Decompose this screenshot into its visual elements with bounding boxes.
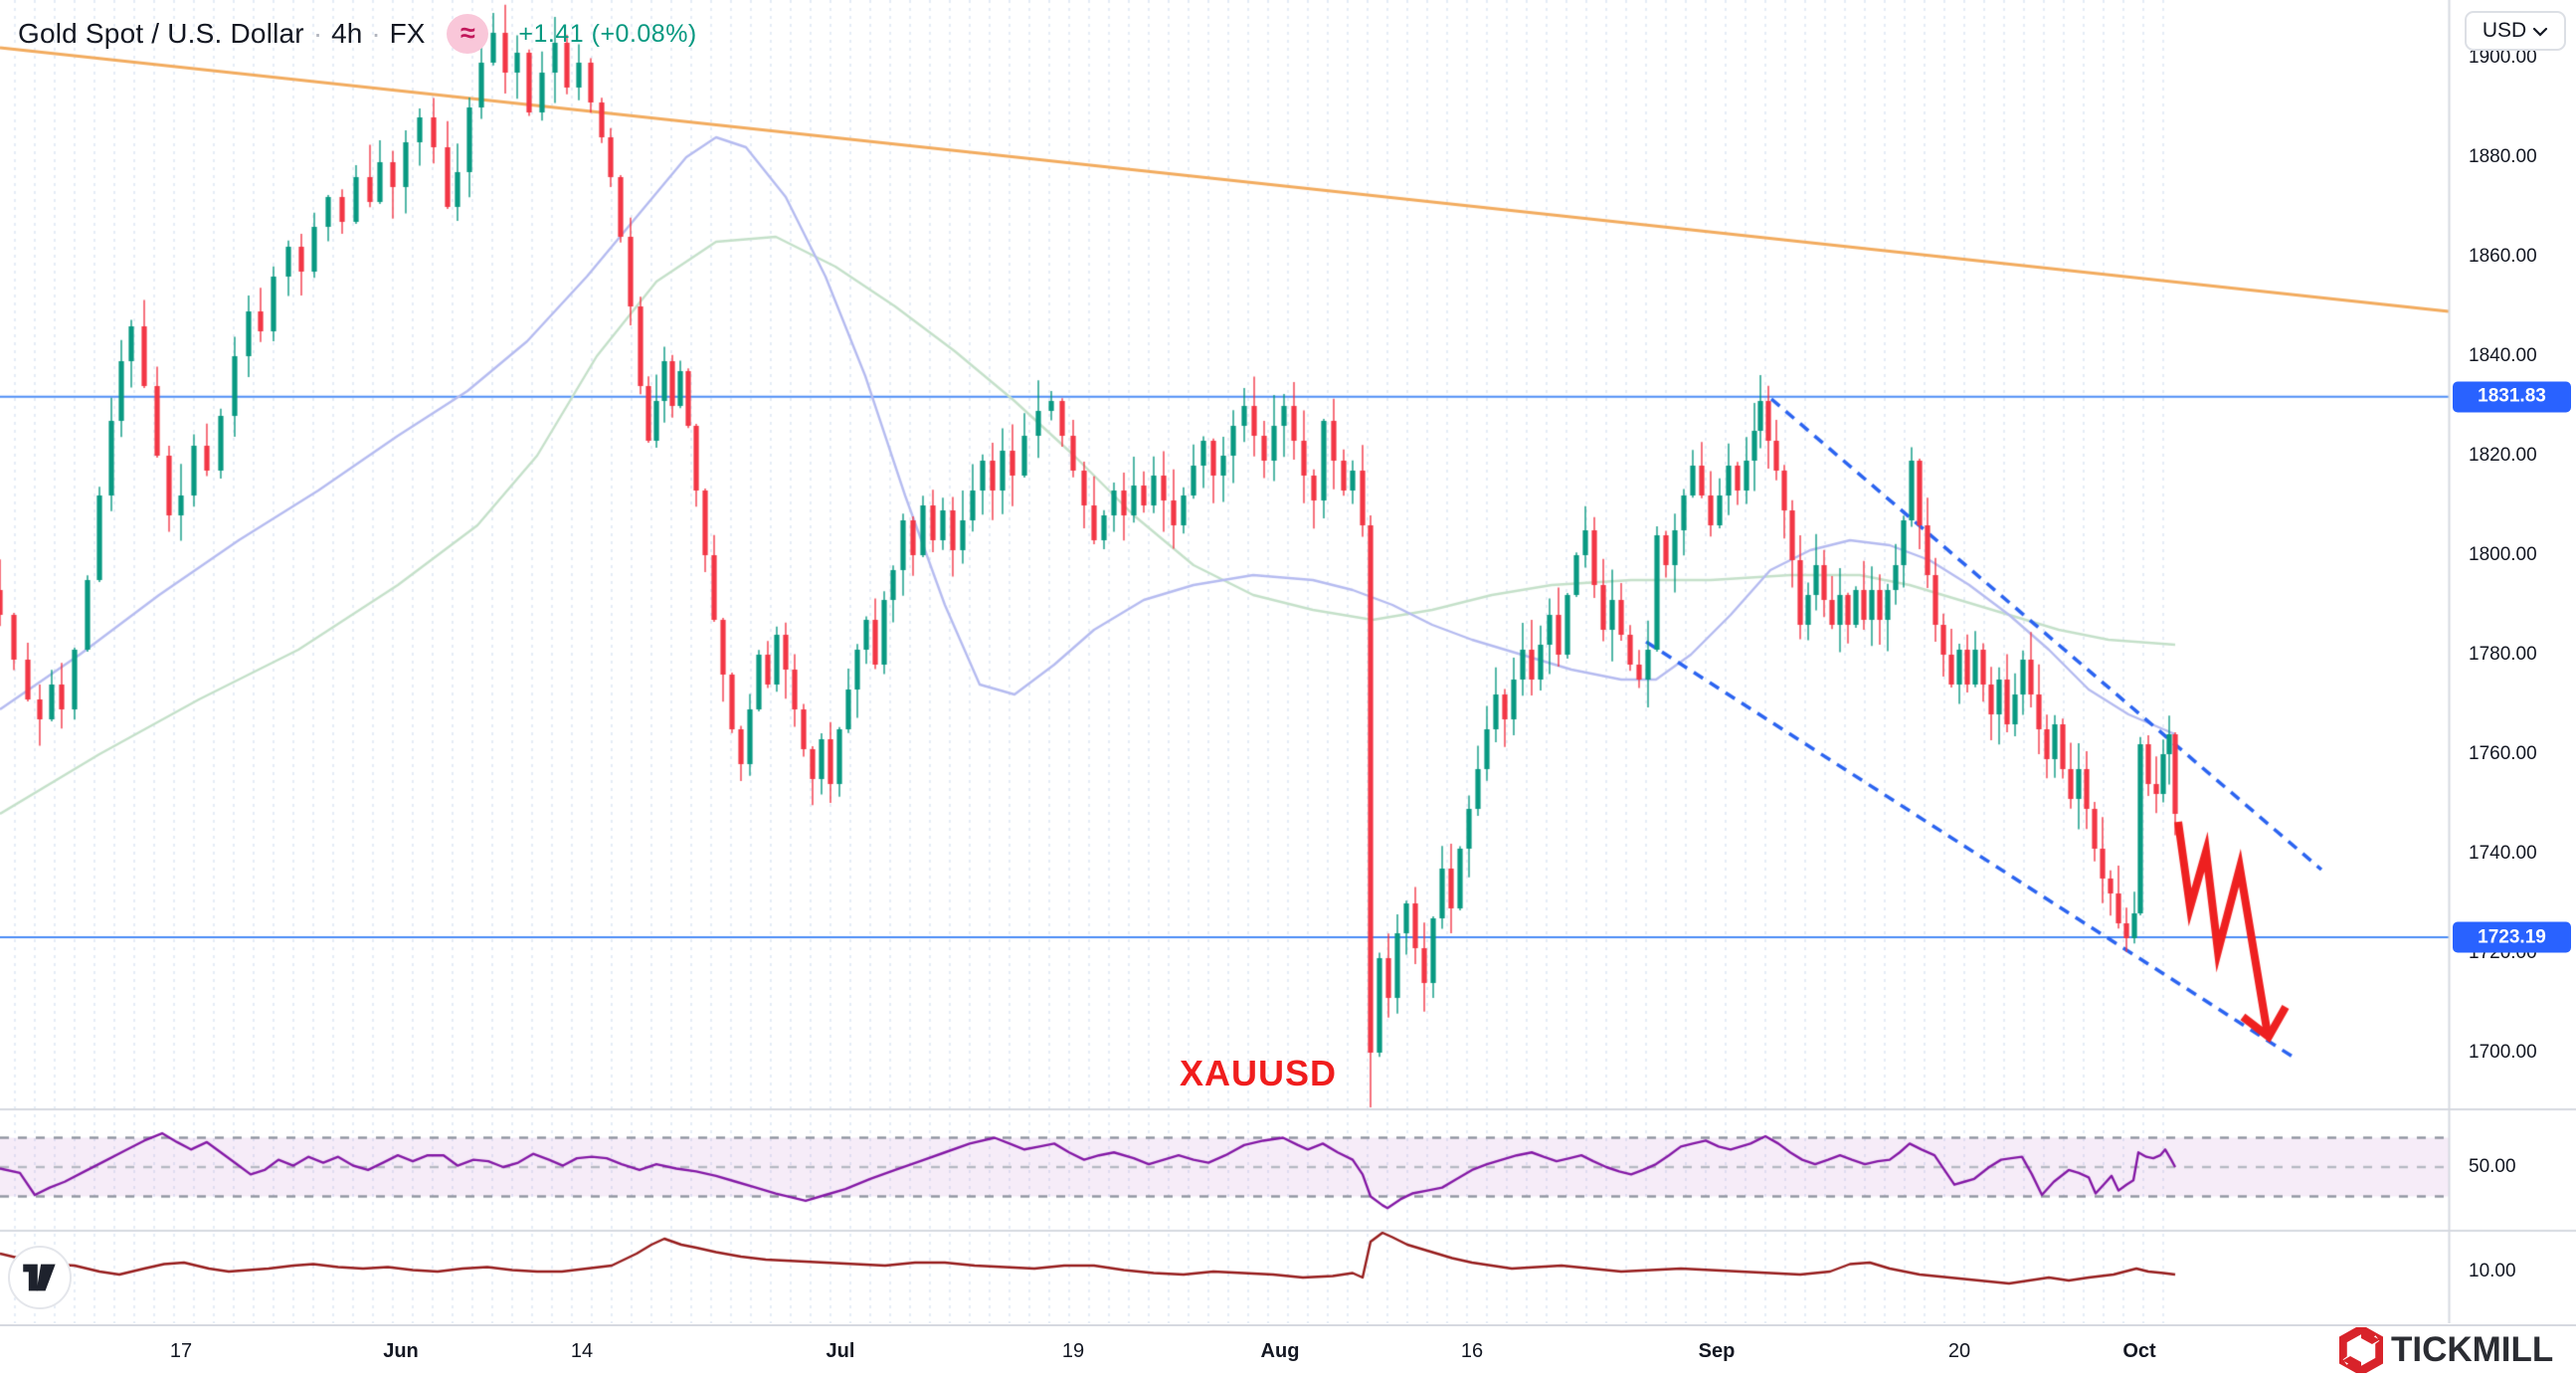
symbol-title[interactable]: Gold Spot / U.S. Dollar xyxy=(18,18,304,49)
price-tick-label[interactable]: 1700.00 xyxy=(2469,1042,2537,1063)
price-tick-label[interactable]: 1880.00 xyxy=(2469,146,2537,167)
price-tick-label[interactable]: 1820.00 xyxy=(2469,445,2537,466)
chevron-down-icon xyxy=(2533,27,2548,37)
time-tick-label[interactable]: 16 xyxy=(1460,1340,1484,1362)
time-tick-label[interactable]: Aug xyxy=(1260,1340,1300,1362)
currency-label: USD xyxy=(2482,19,2527,42)
price-tick-label[interactable]: 1860.00 xyxy=(2469,246,2537,267)
price-change-text: +1.41 (+0.08%) xyxy=(518,19,697,48)
time-tick-label[interactable]: Sep xyxy=(1698,1340,1736,1362)
rsi-tick-label[interactable]: 50.00 xyxy=(2469,1156,2516,1177)
price-chart-canvas[interactable] xyxy=(0,0,2576,1323)
tickmill-hexagon-icon xyxy=(2339,1327,2383,1373)
price-tick-label[interactable]: 1780.00 xyxy=(2469,644,2537,665)
interval-label[interactable]: 4h xyxy=(331,18,363,49)
price-tick-label[interactable]: 1900.00 xyxy=(2469,47,2537,68)
time-tick-label[interactable]: Jul xyxy=(826,1340,855,1362)
price-tick-label[interactable]: 1840.00 xyxy=(2469,345,2537,366)
price-tick-label[interactable]: 1800.00 xyxy=(2469,544,2537,565)
tradingview-monogram-icon xyxy=(23,1264,56,1291)
atr-tick-label[interactable]: 10.00 xyxy=(2469,1261,2516,1281)
tickmill-logo: TICKMILL xyxy=(2339,1327,2553,1373)
price-tick-label[interactable]: 1740.00 xyxy=(2469,843,2537,864)
time-tick-label[interactable]: Oct xyxy=(2122,1340,2156,1362)
price-tick-label[interactable]: 1760.00 xyxy=(2469,743,2537,764)
price-level-badge[interactable]: 1723.19 xyxy=(2453,921,2571,953)
exchange-label: FX xyxy=(389,18,426,49)
currency-dropdown[interactable]: USD xyxy=(2465,11,2566,51)
time-tick-label[interactable]: 20 xyxy=(1947,1340,1971,1362)
time-tick-label[interactable]: 14 xyxy=(570,1340,594,1362)
time-tick-label[interactable]: Jun xyxy=(383,1340,419,1362)
time-tick-label[interactable]: 17 xyxy=(169,1340,193,1362)
chart-header: Gold Spot / U.S. Dollar · 4h · FX ≈ +1.4… xyxy=(18,14,697,54)
time-axis[interactable]: 17 Jun 14 Jul 19 Aug 16 Sep 20 Oct xyxy=(0,1324,2576,1379)
tickmill-wordmark: TICKMILL xyxy=(2391,1330,2554,1369)
price-level-badge[interactable]: 1831.83 xyxy=(2453,381,2571,413)
xauusd-label-drawing[interactable]: XAUUSD xyxy=(1180,1053,1338,1093)
separator-dot: · xyxy=(371,18,381,49)
separator-dot: · xyxy=(312,18,323,49)
time-tick-label[interactable]: 19 xyxy=(1061,1340,1085,1362)
tradingview-logo[interactable] xyxy=(8,1246,72,1309)
market-status-icon[interactable]: ≈ xyxy=(447,14,489,54)
